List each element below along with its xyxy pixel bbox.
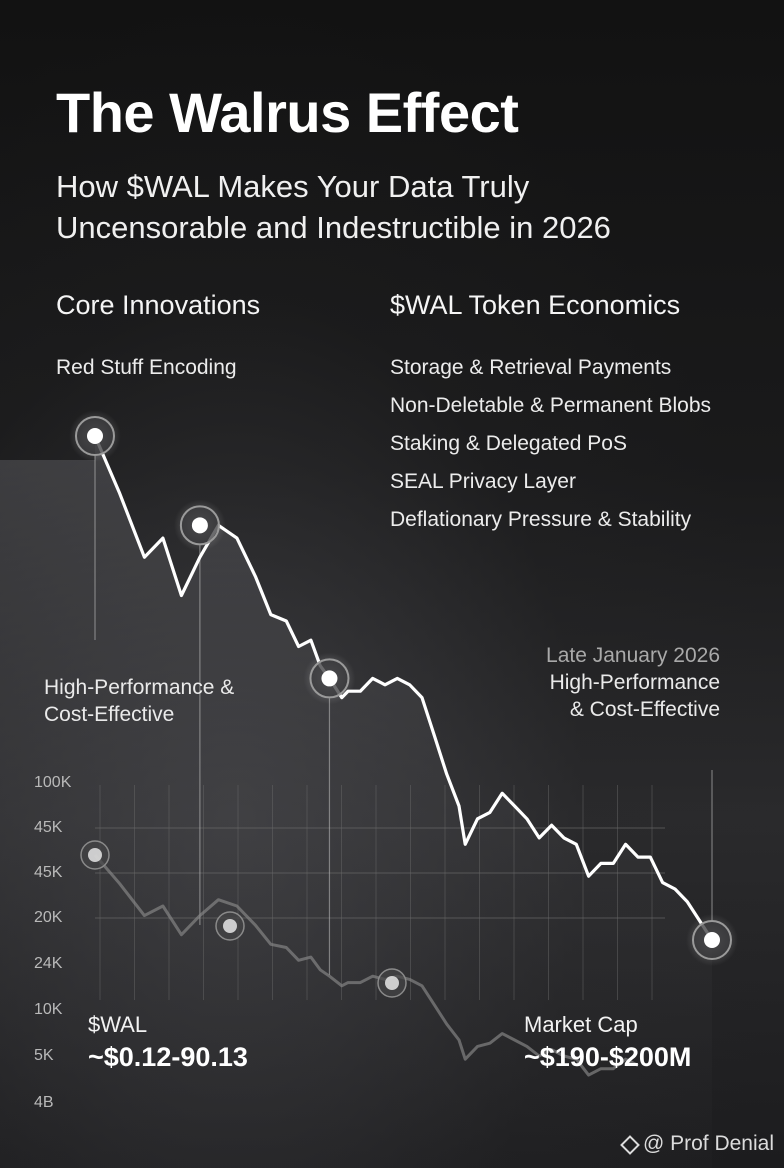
right-annotation: Late January 2026 High-Performance & Cos… <box>546 642 720 723</box>
token-economics-item: Deflationary Pressure & Stability <box>390 508 692 531</box>
page-title: The Walrus Effect <box>56 81 519 144</box>
diamond-logo-icon <box>621 1136 637 1152</box>
y-tick-label: 20K <box>34 909 63 926</box>
marker-droplines <box>94 456 713 975</box>
data-point-marker <box>69 410 121 462</box>
wal-price-value: ~$0.12-90.13 <box>88 1042 248 1072</box>
right-annotation-line-1: High-Performance <box>549 671 720 694</box>
chart-area-fill <box>0 436 712 1168</box>
core-innovations-heading: Core Innovations <box>56 290 261 320</box>
subtitle-line-1: How $WAL Makes Your Data Truly <box>56 169 530 204</box>
date-label: Late January 2026 <box>546 644 720 667</box>
reflection-marker <box>377 968 407 998</box>
y-tick-label: 100K <box>34 774 72 791</box>
token-economics-item: SEAL Privacy Layer <box>390 470 576 493</box>
subtitle-line-2: Uncensorable and Indestructible in 2026 <box>56 210 611 245</box>
y-axis-ticks: 100K 45K 45K 20K 24K 10K 5K 4B <box>34 774 72 1111</box>
watermark: @ Prof Denial <box>621 1132 774 1156</box>
y-tick-label: 24K <box>34 955 63 972</box>
price-line <box>93 435 714 941</box>
core-innovation-item: Red Stuff Encoding <box>56 356 237 379</box>
right-annotation-line-2: & Cost-Effective <box>569 698 720 721</box>
market-cap-label: Market Cap <box>524 1012 638 1037</box>
reflection-marker <box>215 911 245 941</box>
data-point-marker <box>303 652 356 705</box>
left-annotation-line-2: Cost-Effective <box>44 703 175 726</box>
wal-price-label: $WAL <box>88 1012 148 1037</box>
y-tick-label: 10K <box>34 1001 63 1018</box>
y-tick-label: 45K <box>34 864 63 881</box>
y-tick-label: 45K <box>34 819 63 836</box>
token-economics-heading: $WAL Token Economics <box>390 290 681 320</box>
left-annotation: High-Performance & Cost-Effective <box>44 674 234 728</box>
left-annotation-line-1: High-Performance & <box>44 676 235 699</box>
y-tick-label: 5K <box>34 1047 54 1064</box>
token-economics-item: Storage & Retrieval Payments <box>390 356 672 379</box>
data-point-marker <box>173 499 226 552</box>
reflection-marker <box>80 840 110 870</box>
data-point-marker <box>686 914 738 966</box>
market-cap-value: ~$190-$200M <box>524 1042 692 1072</box>
token-economics-item: Staking & Delegated PoS <box>390 432 627 455</box>
token-economics-item: Non-Deletable & Permanent Blobs <box>390 394 712 417</box>
watermark-text: @ Prof Denial <box>642 1132 774 1155</box>
chart-grid <box>95 785 665 1000</box>
y-tick-label: 4B <box>34 1094 54 1111</box>
page-subtitle: How $WAL Makes Your Data Truly Uncensora… <box>56 166 756 248</box>
token-economics-list: Storage & Retrieval Payments Non-Deletab… <box>390 353 711 543</box>
chart-markers <box>69 410 738 998</box>
